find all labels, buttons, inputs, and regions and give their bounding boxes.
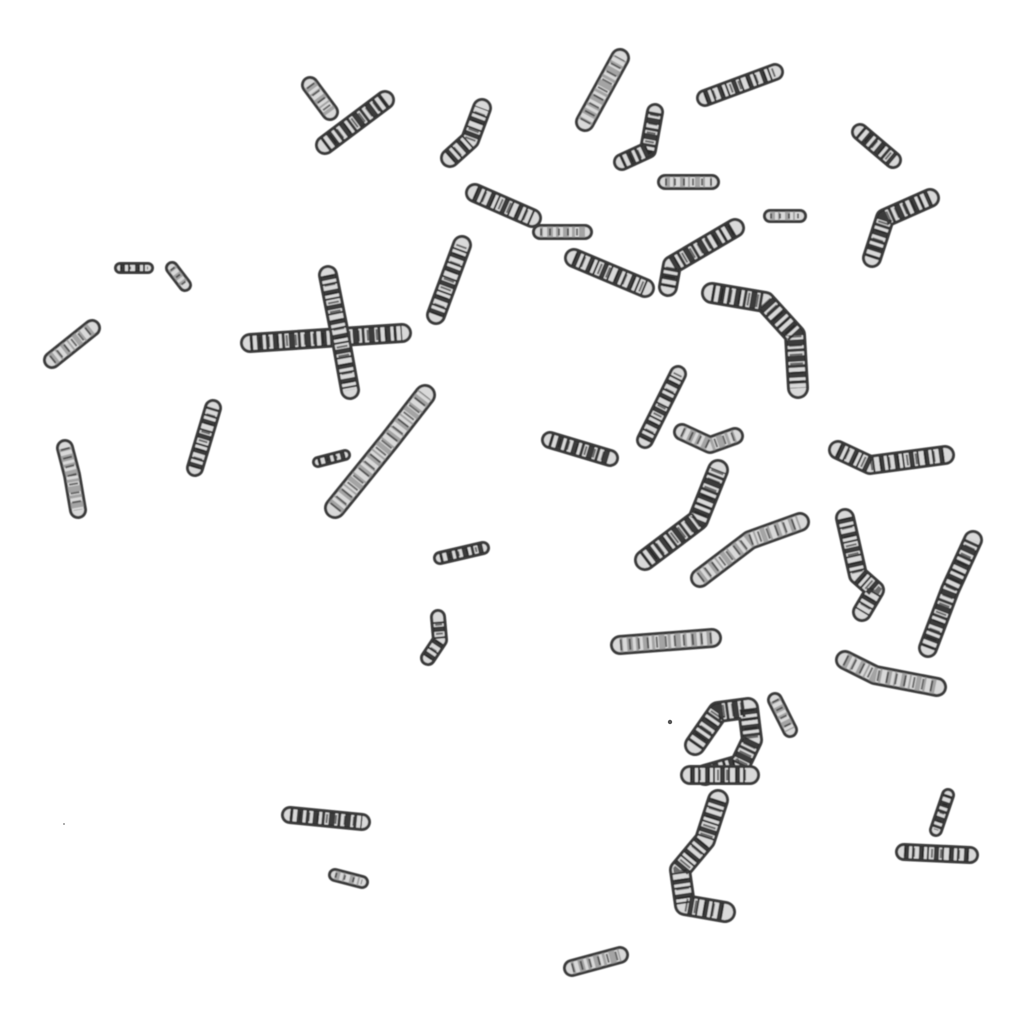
chromosome-bands [471, 186, 536, 225]
chromosome-body [327, 387, 433, 516]
chromosome-bands [619, 630, 713, 653]
chromosome-bands [571, 252, 648, 294]
debris-group [63, 719, 673, 825]
debris-speck [63, 823, 65, 825]
chromosome-bands [289, 808, 363, 829]
chromosome-bands [864, 191, 934, 261]
chromosome-bands [321, 95, 389, 150]
chromosome-bands [249, 327, 403, 349]
chromosome-bands [903, 847, 971, 860]
chromosome-bands [620, 111, 660, 167]
chromosome-bands [640, 371, 683, 443]
chromosome-group [43, 48, 983, 977]
chromosome-bands [619, 632, 713, 651]
chromosome-bands [428, 242, 470, 318]
chromosome-bands [837, 516, 883, 616]
chromosome-bands [430, 243, 468, 317]
chromosome-bands [580, 55, 625, 125]
chromosome-bands [857, 128, 896, 164]
chromosome-bands [578, 54, 627, 126]
chromosome-bands [695, 514, 803, 584]
chromosome-bands [438, 543, 485, 563]
chromosome-bands [47, 322, 97, 366]
chromosome-bands [673, 797, 727, 919]
chromosome-bands [170, 266, 187, 287]
chromosome-bands [320, 94, 390, 151]
chromosome-bands [660, 221, 739, 289]
chromosome-bands [639, 466, 726, 567]
chromosome-bands [933, 794, 951, 831]
chromosome-bands [249, 325, 403, 351]
chromosome-bands [306, 82, 334, 115]
chromosome-bands [841, 653, 939, 695]
chromosome-bands [472, 187, 535, 224]
chromosome-bands [548, 435, 612, 463]
chromosome-bands [190, 406, 218, 470]
chromosome-bands [425, 616, 444, 660]
chromosome-bands [289, 810, 363, 827]
chromosome-bands [439, 545, 484, 561]
chromosome-bands [903, 845, 971, 862]
chromosome-bands [639, 371, 684, 443]
chromosome-bands [444, 105, 490, 164]
chromosome-bands [304, 81, 336, 116]
chromosome-bands [188, 406, 220, 470]
chromosome-bands [317, 451, 346, 466]
chromosome-body [831, 443, 952, 472]
chromosome-bands [920, 536, 980, 651]
debris-speck [667, 719, 673, 725]
chromosome-bands [855, 127, 898, 165]
chromosome-bands [703, 67, 777, 103]
chromosome-bands [710, 284, 807, 389]
chromosome-bands [680, 427, 737, 450]
chromosome-bands [570, 948, 622, 975]
chromosome-bands [333, 870, 364, 887]
chromosome-bands [771, 698, 794, 732]
chromosome-bands [320, 273, 358, 392]
chromosome-bands [60, 446, 83, 511]
chromosome-bands [702, 65, 778, 105]
